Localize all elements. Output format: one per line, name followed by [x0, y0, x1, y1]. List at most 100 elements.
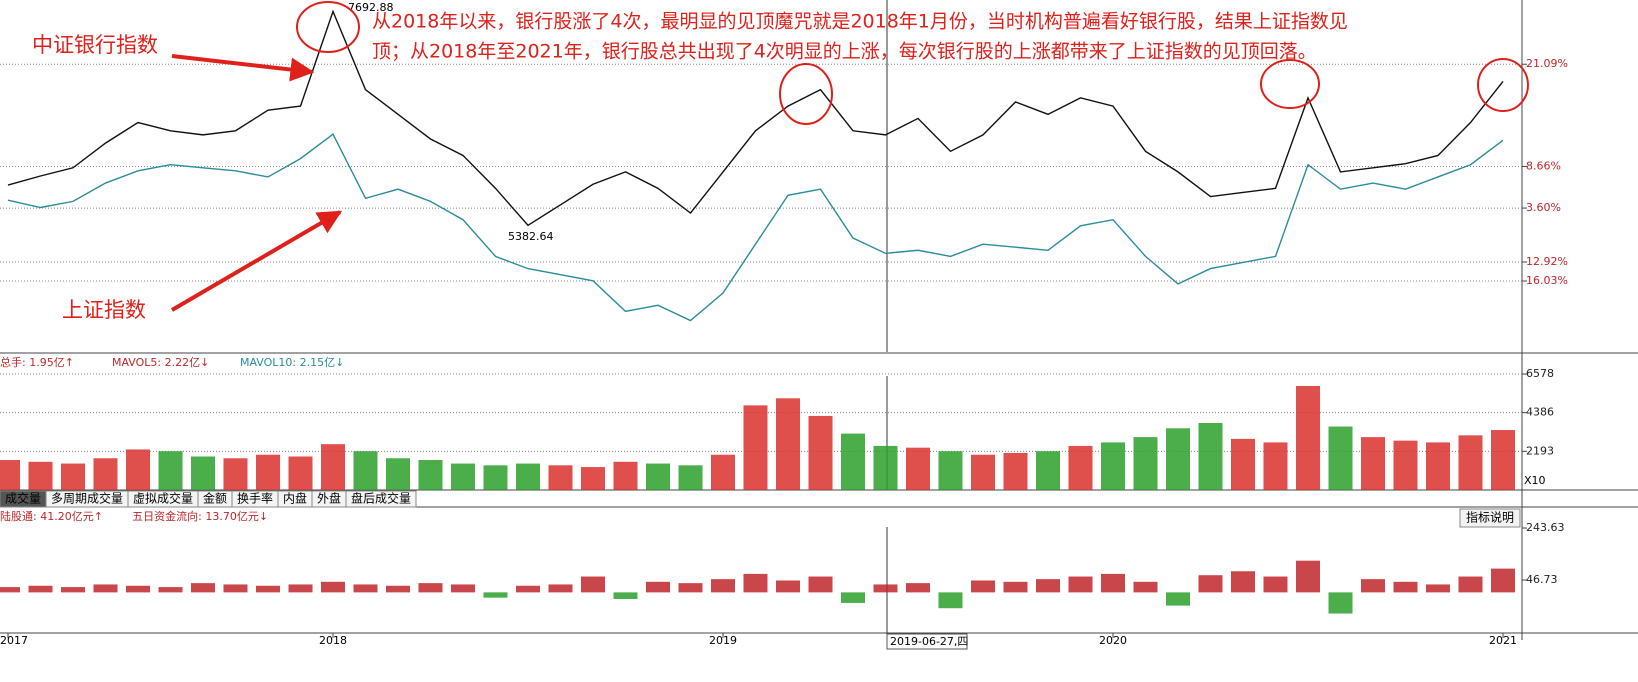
bar [938, 592, 963, 609]
x-tick-label: 2017 [0, 634, 28, 647]
bar [223, 458, 248, 490]
bar [1426, 442, 1450, 490]
tab-label[interactable]: 内盘 [283, 491, 307, 506]
bar [678, 583, 703, 593]
bar [386, 585, 410, 593]
bar [1361, 579, 1385, 593]
highlight-circle [1477, 58, 1529, 112]
bar [841, 592, 865, 603]
bar [288, 584, 313, 593]
bar [1426, 584, 1450, 593]
y-tick-label: 2193 [1526, 444, 1554, 457]
bar [451, 463, 475, 490]
bar [906, 583, 930, 593]
bar [1393, 440, 1418, 490]
bar [613, 592, 638, 599]
highlight-circle [1260, 59, 1320, 109]
bar [1328, 592, 1353, 614]
bar [743, 573, 768, 593]
bar [1166, 428, 1190, 490]
bar [938, 451, 963, 490]
tab-label[interactable]: 成交量 [5, 491, 41, 506]
highlight-circle [296, 1, 360, 53]
bar [1036, 451, 1060, 490]
bar [28, 461, 53, 490]
tab-label[interactable]: 金额 [203, 491, 227, 506]
bar [1068, 576, 1093, 593]
flow-panel: 243.63 46.73 陆股通: 41.20亿元↑ 五日资金流向: 13.70亿元↓… [0, 509, 1565, 647]
bar [1393, 581, 1418, 593]
bar [1231, 571, 1255, 593]
tab-label[interactable]: 多周期成交量 [51, 491, 123, 506]
button[interactable] [1459, 508, 1521, 528]
series-line [7, 9, 1504, 227]
cursor-date-box [886, 633, 968, 650]
x-tick-label: 2018 [319, 634, 347, 647]
y-tick-label: 46.73 [1526, 573, 1558, 586]
low-label: 5382.64 [508, 230, 554, 243]
bar [126, 449, 150, 490]
bar [1491, 430, 1515, 490]
x-tick-label: 2021 [1489, 634, 1517, 647]
bar [841, 433, 865, 490]
bar [776, 398, 800, 490]
y-tick-label: 4386 [1526, 406, 1554, 419]
bar [288, 456, 313, 490]
bar [28, 585, 53, 593]
bar [776, 580, 800, 593]
bar [93, 584, 118, 593]
button-label[interactable]: 指标说明 [1466, 510, 1514, 525]
bar [0, 587, 20, 593]
bar [353, 451, 378, 490]
bar [1491, 568, 1515, 593]
bar [1133, 437, 1158, 490]
bar [321, 444, 345, 490]
bar [548, 465, 573, 490]
series-label: 中证银行指数 [32, 33, 158, 57]
bar [158, 451, 183, 490]
cursor-date: 2019-06-27,四 [890, 635, 968, 648]
tab-label[interactable]: 换手率 [237, 491, 273, 506]
tab[interactable] [345, 490, 417, 508]
bar [1101, 442, 1125, 490]
bar [711, 579, 735, 593]
bar [418, 460, 443, 490]
legend-entry: MAVOL5: 2.22亿↓ [112, 356, 209, 369]
bar [516, 463, 540, 490]
tab-label[interactable]: 盘后成交量 [351, 491, 411, 506]
bar [1458, 576, 1483, 593]
bar [971, 580, 995, 593]
bar [126, 585, 150, 593]
bar [256, 585, 280, 593]
bar [61, 587, 85, 593]
bar [1003, 452, 1028, 490]
tab-bar: 成交量 多周期成交量 虚拟成交量 金额 换手率 内盘 外盘 盘后成交量 [0, 490, 417, 508]
x-tick-label: 2019 [709, 634, 737, 647]
y-tick-label: 243.63 [1526, 521, 1565, 534]
bar [906, 447, 930, 490]
annotation: 顶；从2018年至2021年，银行股总共出现了4次明显的上涨，每次银行股的上涨都… [372, 41, 1317, 63]
annotation: 从2018年以来，银行股涨了4次，最明显的见顶魔咒就是2018年1月份，当时机构… [372, 11, 1348, 33]
bar [678, 465, 703, 490]
bar [516, 585, 540, 593]
bar [61, 463, 85, 490]
arrow [170, 210, 343, 312]
bar [971, 454, 995, 490]
bar [1296, 560, 1320, 593]
series-label: 上证指数 [62, 298, 146, 322]
bar [353, 584, 378, 593]
tab-label[interactable]: 虚拟成交量 [133, 491, 193, 506]
y-tick-label: 12.92% [1526, 255, 1568, 268]
bar [1328, 426, 1353, 490]
legend-entry: 五日资金流向: 13.70亿元↓ [132, 509, 268, 523]
bar [1036, 579, 1060, 593]
bar [646, 581, 670, 593]
tab-label[interactable]: 外盘 [317, 491, 341, 506]
bar [1198, 575, 1223, 593]
y-tick-label: 21.09% [1526, 57, 1568, 70]
bar [483, 465, 508, 490]
bar [158, 587, 183, 593]
arrow [171, 54, 315, 82]
